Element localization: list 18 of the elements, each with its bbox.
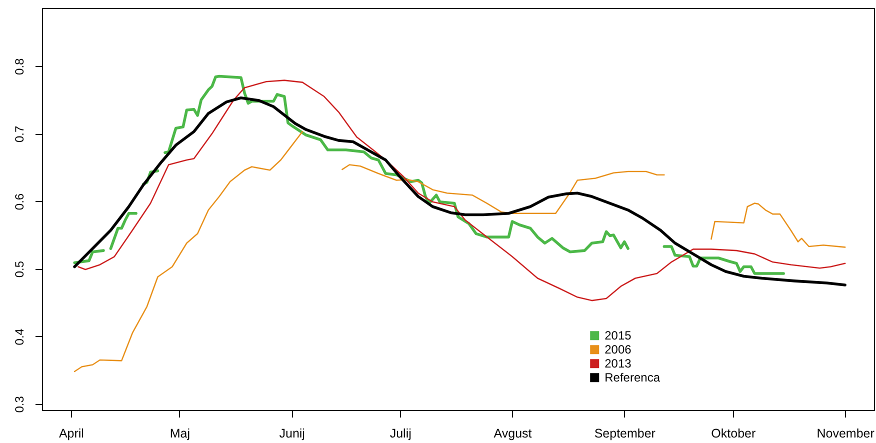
x-tick-label: Junij bbox=[279, 426, 305, 440]
y-tick-label: 0.8 bbox=[12, 58, 26, 75]
x-tick-label: September bbox=[594, 426, 656, 440]
x-tick-label: Maj bbox=[170, 426, 190, 440]
x-tick-label: Avgust bbox=[494, 426, 532, 440]
legend-label: 2015 bbox=[604, 328, 632, 343]
y-tick-label: 0.3 bbox=[12, 396, 26, 413]
x-tick-label: April bbox=[58, 426, 84, 440]
legend-label: 2006 bbox=[604, 342, 632, 357]
legend-label: 2013 bbox=[604, 356, 632, 371]
legend-label: Referenca bbox=[604, 370, 660, 385]
x-tick-label: Oktober bbox=[711, 426, 756, 440]
y-tick-label: 0.5 bbox=[12, 260, 26, 278]
x-tick-label: November bbox=[816, 426, 874, 440]
y-tick-label: 0.4 bbox=[12, 328, 26, 346]
y-tick-label: 0.6 bbox=[12, 193, 26, 210]
y-tick-label: 0.7 bbox=[12, 126, 26, 143]
x-tick-label: Julij bbox=[390, 426, 412, 440]
